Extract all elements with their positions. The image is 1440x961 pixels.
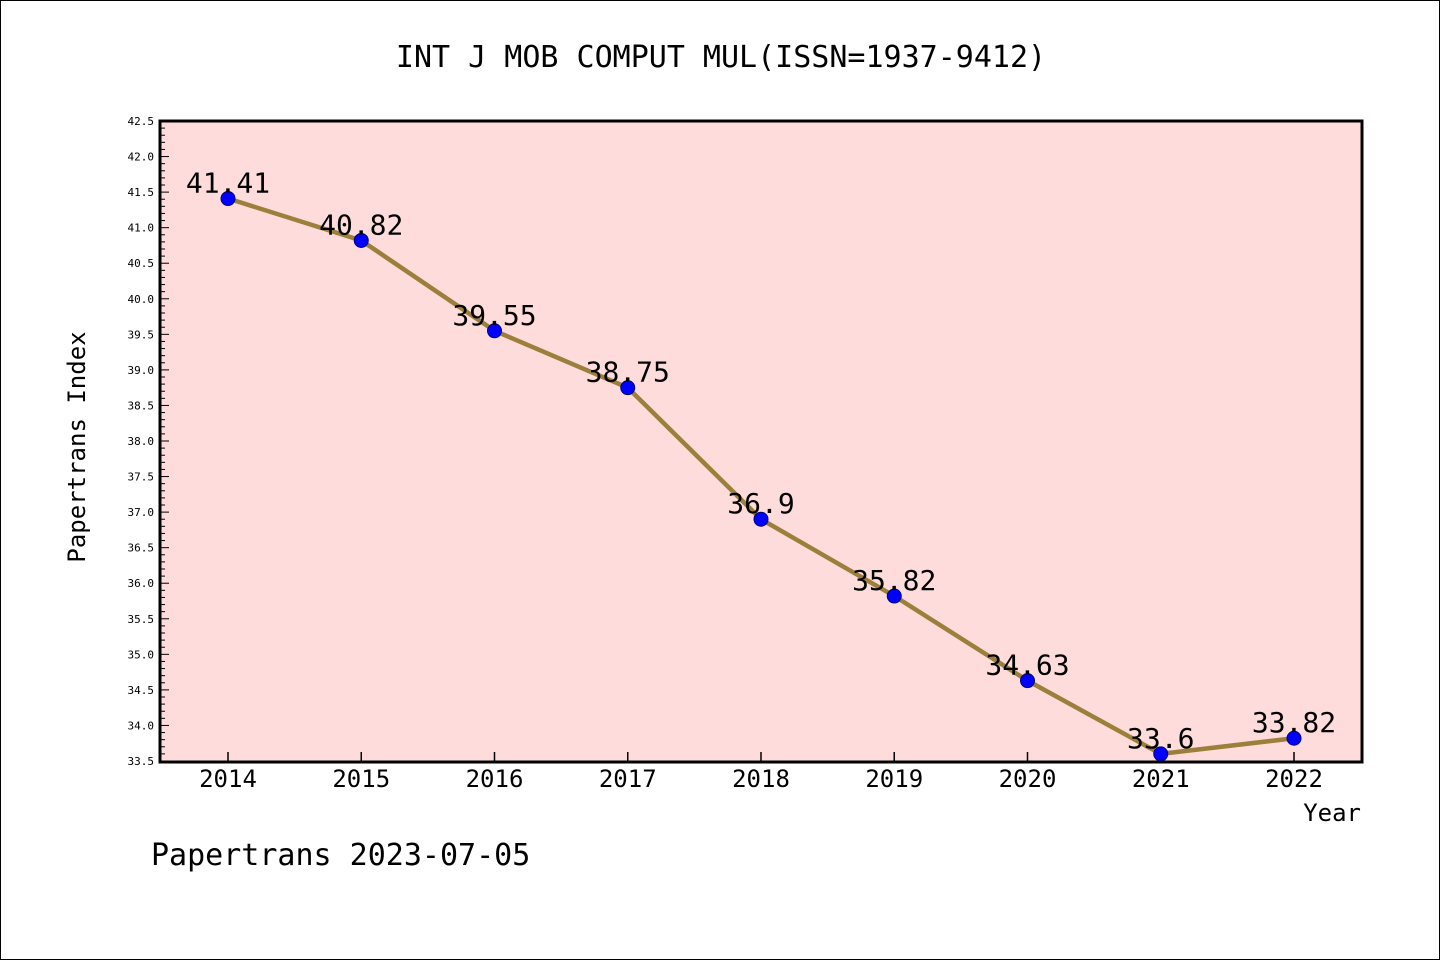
y-axis-label: Papertrans Index	[63, 331, 91, 562]
y-tick-label: 34.5	[128, 684, 155, 697]
y-tick-label: 38.0	[128, 435, 155, 448]
y-tick-label: 33.5	[128, 755, 155, 768]
data-label: 36.9	[727, 487, 794, 520]
y-tick-label: 41.0	[128, 222, 155, 235]
x-tick-label: 2017	[599, 765, 657, 793]
y-tick-label: 34.0	[128, 719, 155, 732]
y-tick-label: 40.5	[128, 257, 155, 270]
data-label: 39.55	[452, 299, 536, 332]
y-tick-label: 36.5	[128, 542, 155, 555]
y-tick-label: 37.0	[128, 506, 155, 519]
x-tick-label: 2016	[466, 765, 524, 793]
data-point	[886, 588, 902, 604]
chart-title: INT J MOB COMPUT MUL(ISSN=1937-9412)	[396, 40, 1046, 75]
x-tick-label: 2015	[332, 765, 390, 793]
y-tick-label: 39.0	[128, 364, 155, 377]
data-label: 33.82	[1252, 706, 1336, 739]
data-label: 34.63	[985, 649, 1069, 682]
y-tick-label: 41.5	[128, 186, 155, 199]
data-label: 41.41	[186, 167, 270, 200]
data-label: 40.82	[319, 208, 403, 241]
data-label: 35.82	[852, 564, 936, 597]
x-axis-label: Year	[1303, 799, 1361, 827]
y-tick-label: 42.5	[128, 115, 155, 128]
data-point	[620, 380, 636, 396]
x-tick-label: 2021	[1132, 765, 1190, 793]
y-tick-label: 42.0	[128, 151, 155, 164]
x-tick-label: 2018	[732, 765, 790, 793]
data-point	[1020, 673, 1035, 689]
x-tick-label: 2019	[865, 765, 923, 793]
series-layer: 41.41 40.82 39.55 38.75 36.9 35.82 34.63 33.6 33…	[186, 167, 1336, 762]
x-tick-label: 2020	[999, 765, 1057, 793]
x-tick-label: 2022	[1265, 765, 1323, 793]
y-axis-tick-labels: 33.5 34.0 34.5 35.0 35.5 36.0 36.5 37.0 37.5 38.0…	[128, 115, 155, 768]
y-tick-label: 40.0	[128, 293, 155, 306]
plot-area	[158, 119, 1364, 764]
data-point	[353, 232, 369, 248]
y-tick-label: 35.5	[128, 613, 155, 626]
x-axis-tick-labels: 2014 2015 2016 2017 2018 2019 2020 2021 2022	[199, 765, 1323, 793]
data-label: 33.6	[1127, 722, 1194, 755]
data-point	[1286, 730, 1302, 746]
data-label: 38.75	[586, 356, 670, 389]
y-axis-ticks	[160, 120, 169, 762]
footer-date-stamp: Papertrans 2023-07-05	[151, 838, 530, 873]
data-point	[753, 511, 769, 527]
y-tick-label: 37.5	[128, 471, 155, 484]
y-tick-label: 39.5	[128, 328, 155, 341]
y-tick-label: 35.0	[128, 648, 155, 661]
y-tick-label: 38.5	[128, 399, 155, 412]
x-tick-label: 2014	[199, 765, 257, 793]
data-point	[487, 323, 502, 339]
y-tick-label: 36.0	[128, 577, 155, 590]
data-point	[1153, 746, 1169, 762]
data-point	[220, 191, 236, 207]
